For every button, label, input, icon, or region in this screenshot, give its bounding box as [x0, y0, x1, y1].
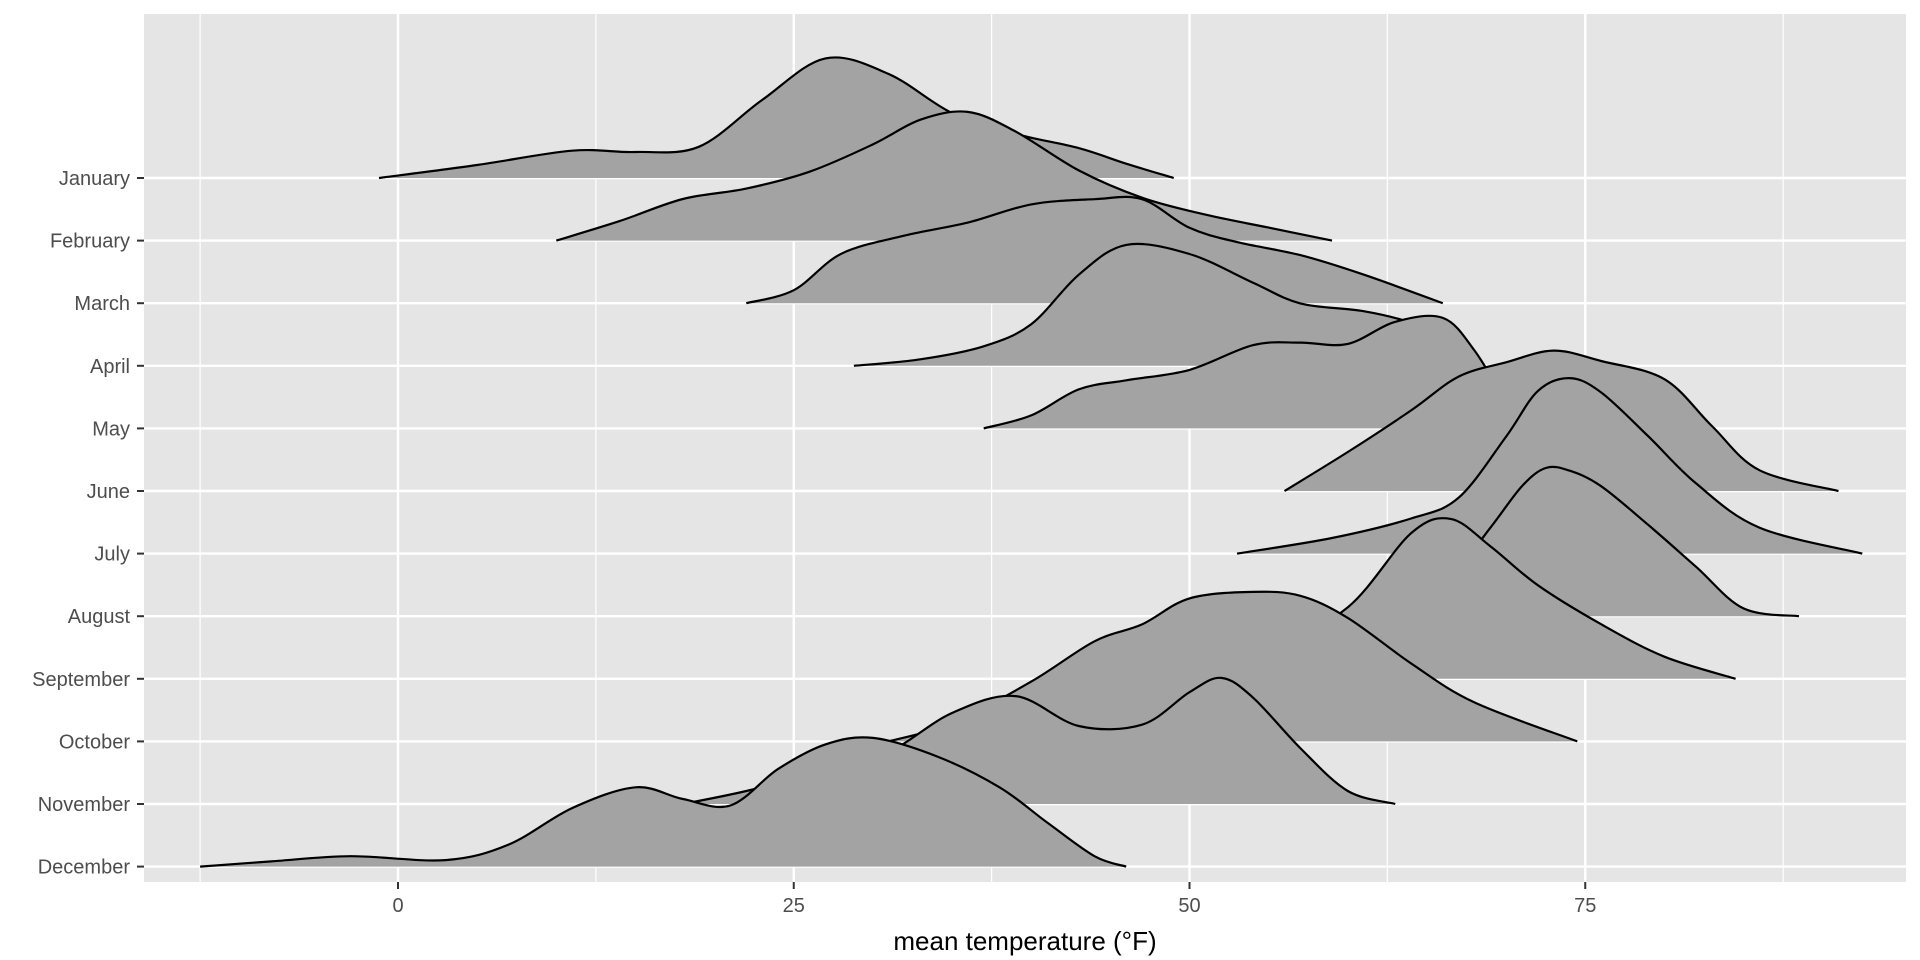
x-tick-label: 0 — [392, 895, 403, 917]
y-tick-label: December — [38, 857, 131, 879]
ridge-outline — [1283, 349, 1839, 493]
y-tick-label: October — [59, 731, 130, 753]
x-axis: 0 25 50 75 — [392, 882, 1596, 917]
y-tick-label: April — [90, 356, 130, 378]
ridge-outline — [200, 736, 1127, 868]
ridge-december — [200, 736, 1127, 868]
ridge-fill — [200, 737, 1127, 867]
ridge-outline — [983, 314, 1523, 430]
ridge-fill — [983, 315, 1522, 429]
ridge-fill — [1237, 378, 1863, 554]
x-tick-label: 75 — [1574, 895, 1596, 917]
y-axis: January February March April May June July Augu… — [32, 168, 144, 879]
y-tick-label: June — [87, 481, 130, 503]
y-tick-label: March — [74, 293, 130, 315]
x-tick-label: 25 — [783, 895, 805, 917]
ridge-outline — [746, 195, 1444, 305]
ridge-outline — [1236, 376, 1863, 555]
ridge-july — [1236, 376, 1863, 555]
x-tick-label: 50 — [1178, 895, 1200, 917]
ridge-fill — [746, 196, 1443, 304]
y-tick-label: September — [32, 669, 130, 691]
y-tick-label: January — [59, 168, 130, 190]
y-tick-label: July — [94, 544, 130, 566]
density-ridges — [200, 56, 1863, 868]
y-tick-label: November — [38, 794, 131, 816]
x-axis-title: mean temperature (°F) — [893, 926, 1156, 956]
y-tick-label: February — [50, 231, 130, 253]
ridge-may — [983, 314, 1523, 430]
ridge-outline — [555, 110, 1333, 242]
y-tick-label: August — [68, 606, 131, 628]
ridge-october — [888, 590, 1578, 743]
ridge-outline — [378, 56, 1175, 180]
ridge-fill — [853, 243, 1459, 366]
ridge-fill — [888, 591, 1578, 742]
y-tick-label: May — [92, 418, 130, 440]
ridge-outline — [888, 590, 1578, 743]
ridge-march — [746, 195, 1444, 305]
